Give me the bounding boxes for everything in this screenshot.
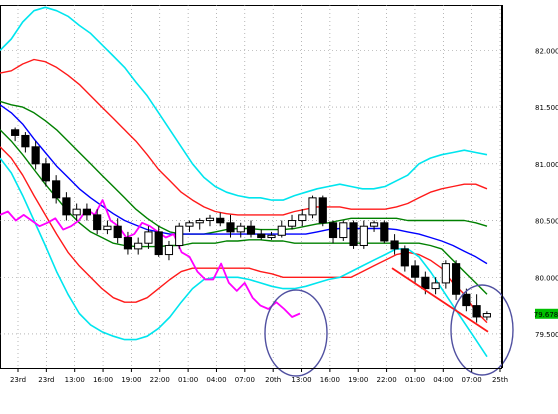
candle-body xyxy=(21,134,30,148)
candle-body xyxy=(216,217,225,224)
candle-body xyxy=(113,225,122,239)
candle-body xyxy=(287,220,297,227)
candle-body xyxy=(31,146,40,165)
candle-body xyxy=(195,220,204,224)
candle-body xyxy=(452,263,461,295)
x-tick-label: 01:00 xyxy=(178,376,198,384)
y-tick-label: 82.000 xyxy=(535,47,558,55)
candle-body xyxy=(298,214,307,222)
candle-body xyxy=(72,208,81,216)
candle-body xyxy=(134,242,143,250)
candle-body xyxy=(328,222,338,239)
x-tick-label: 19:00 xyxy=(121,376,141,384)
candle-body xyxy=(431,282,440,290)
annotation-ellipse xyxy=(264,289,328,377)
candle-body xyxy=(472,305,481,318)
y-tick-label: 81.000 xyxy=(535,161,558,169)
candle-body xyxy=(205,217,215,222)
x-tick-label: 23rd xyxy=(38,376,54,384)
candle-body xyxy=(123,237,133,250)
annotation-ellipse xyxy=(450,284,514,376)
x-tick-label: 19:00 xyxy=(348,376,368,384)
indicator-line xyxy=(0,199,301,318)
candlesticks xyxy=(11,127,491,323)
x-tick-label: 13:00 xyxy=(65,376,85,384)
candle-body xyxy=(441,263,450,284)
axes: 82.000 81.500 81.000 80.500 80.000 79.500 23rd… xyxy=(0,5,558,384)
candle-body xyxy=(318,197,327,224)
y-tick-label: 80.500 xyxy=(535,218,558,226)
candle-body xyxy=(41,163,50,182)
candle-body xyxy=(236,225,245,233)
candle-body xyxy=(339,222,348,239)
x-tick-label: 04:00 xyxy=(433,376,453,384)
x-tick-label: 13:00 xyxy=(291,376,311,384)
candle-body xyxy=(308,197,317,216)
candle-body xyxy=(410,265,420,278)
indicator-line xyxy=(0,104,488,265)
candle-body xyxy=(82,208,92,216)
candle-body xyxy=(349,222,358,246)
candle-body xyxy=(246,225,256,235)
x-tick-label: 16:00 xyxy=(320,376,340,384)
candle-body xyxy=(390,240,399,250)
x-tick-label: 04:00 xyxy=(206,376,226,384)
x-tick-label: 25th xyxy=(492,376,508,384)
candle-body xyxy=(421,276,430,290)
candle-body xyxy=(482,313,491,318)
candle-body xyxy=(226,222,235,233)
candle-body xyxy=(62,197,71,216)
candle-body xyxy=(257,233,266,239)
indicator-line xyxy=(0,58,488,216)
indicator-line xyxy=(0,129,488,295)
x-tick-label: 07:00 xyxy=(235,376,255,384)
candle-body xyxy=(175,225,184,246)
trend-line xyxy=(391,267,489,333)
candle-body xyxy=(267,234,276,239)
x-tick-label: 20th xyxy=(265,376,281,384)
y-tick-label: 81.500 xyxy=(535,104,558,112)
y-tick-label: 79.500 xyxy=(535,331,558,339)
candle-body xyxy=(164,244,174,256)
candle-body xyxy=(380,222,389,242)
candle-body xyxy=(103,225,112,231)
candle-body xyxy=(185,222,194,227)
current-price-marker xyxy=(535,308,558,319)
candle-body xyxy=(400,248,409,267)
candle-body xyxy=(277,225,286,236)
y-tick-label: 80.000 xyxy=(535,274,558,282)
current-price-label: 79.678 xyxy=(534,311,558,319)
annotations xyxy=(264,267,514,377)
candle-body xyxy=(369,222,379,227)
candle-body xyxy=(154,231,163,256)
candle-body xyxy=(359,225,368,246)
indicator-line xyxy=(0,6,488,201)
x-tick-label: 16:00 xyxy=(93,376,113,384)
x-tick-label: 22:00 xyxy=(150,376,170,384)
candle-body xyxy=(462,293,471,307)
candle-body xyxy=(93,214,102,231)
candle-body xyxy=(11,129,20,136)
x-tick-label: 01:00 xyxy=(405,376,425,384)
x-tick-label: 07:00 xyxy=(462,376,482,384)
x-tick-label: 22:00 xyxy=(376,376,396,384)
x-tick-label: 23rd xyxy=(10,376,26,384)
candle-body xyxy=(52,180,61,199)
candle-body xyxy=(144,231,153,244)
